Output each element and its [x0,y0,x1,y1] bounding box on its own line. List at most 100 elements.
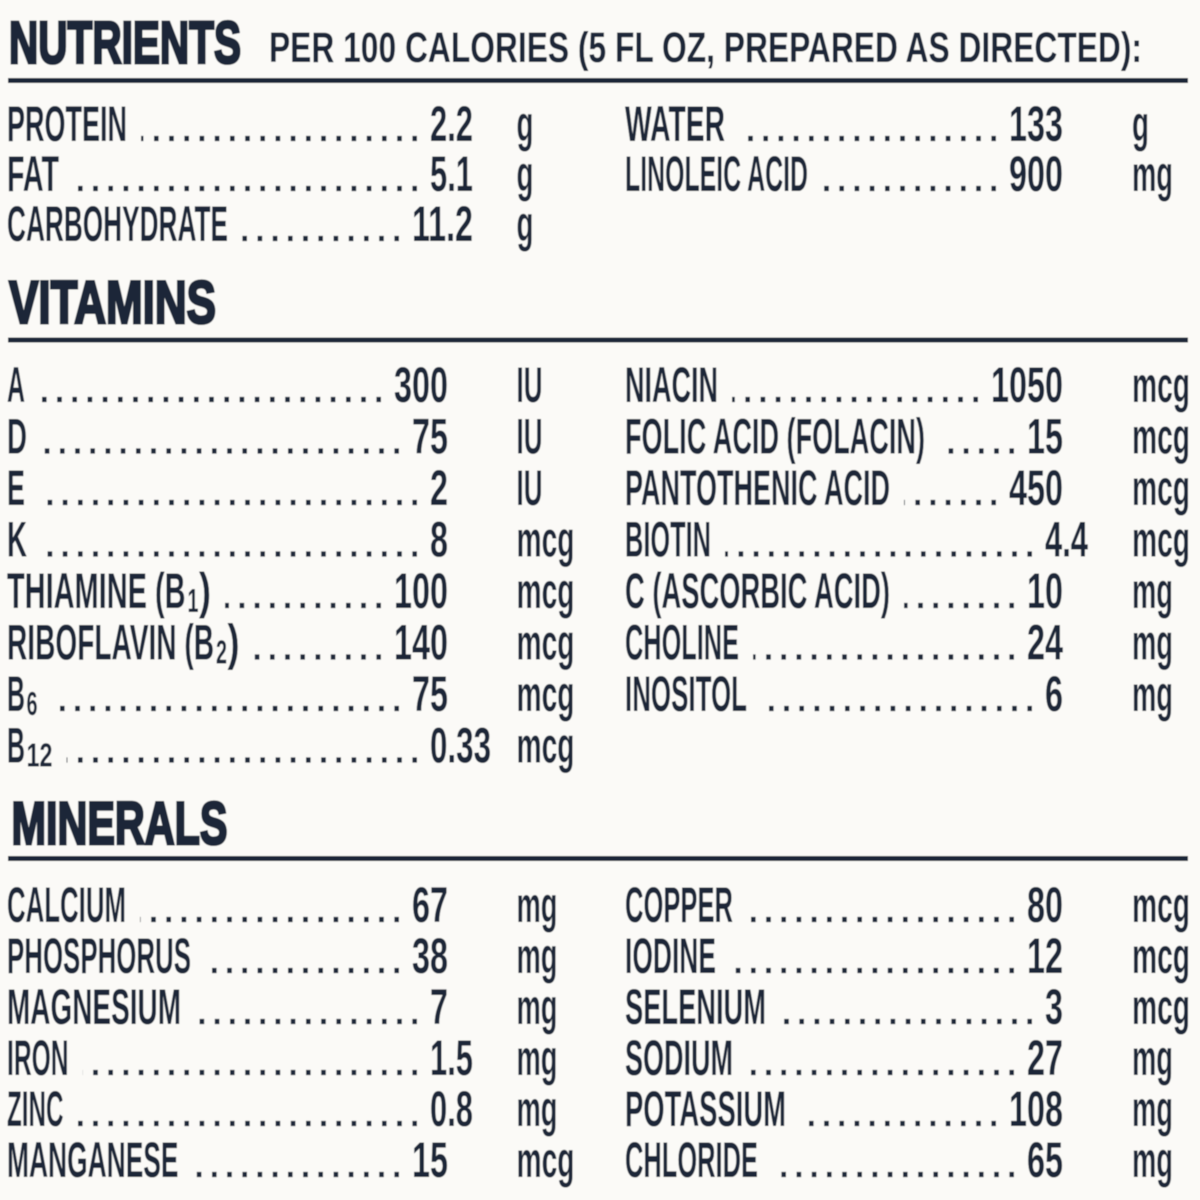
svg-text:IU: IU [517,357,543,413]
svg-text:mg: mg [517,979,558,1035]
svg-text:mg: mg [1132,1030,1173,1086]
svg-text:100: 100 [394,563,448,619]
svg-text:2: 2 [430,460,448,516]
svg-text:MANGANESE: MANGANESE [7,1132,179,1188]
svg-text:IU: IU [517,460,543,516]
svg-text:2.2: 2.2 [430,96,473,152]
svg-text:FAT: FAT [7,146,59,202]
svg-text:g: g [517,146,534,202]
svg-text:mcg: mcg [517,615,575,671]
svg-text:BIOTIN: BIOTIN [625,512,711,568]
svg-text:mg: mg [1132,146,1173,202]
svg-text:PER 100 CALORIES (5 FL OZ, PRE: PER 100 CALORIES (5 FL OZ, PREPARED AS D… [269,24,1142,72]
svg-text:mg: mg [1132,1081,1173,1137]
svg-text:0.8: 0.8 [430,1081,473,1137]
svg-text:NUTRIENTS: NUTRIENTS [9,10,241,76]
svg-text:80: 80 [1027,877,1063,933]
svg-text:PANTOTHENIC ACID: PANTOTHENIC ACID [625,460,890,516]
svg-text:SODIUM: SODIUM [625,1030,733,1086]
svg-text:1: 1 [188,582,199,619]
svg-text:CARBOHYDRATE: CARBOHYDRATE [7,196,228,252]
svg-text:7: 7 [430,979,448,1035]
svg-text:PROTEIN: PROTEIN [7,96,127,152]
svg-text:POTASSIUM: POTASSIUM [625,1081,786,1137]
svg-text:0.33: 0.33 [430,718,491,774]
svg-text:11.2: 11.2 [412,196,473,252]
svg-text:RIBOFLAVIN (B: RIBOFLAVIN (B [7,615,214,671]
svg-text:mg: mg [517,1030,558,1086]
svg-text:IU: IU [517,409,543,465]
svg-text:THIAMINE (B: THIAMINE (B [7,563,186,619]
svg-text:140: 140 [394,615,448,671]
svg-text:mg: mg [1132,615,1173,671]
svg-text:75: 75 [412,666,448,722]
svg-text:15: 15 [1027,409,1063,465]
svg-text:CHOLINE: CHOLINE [625,615,739,671]
svg-text:mg: mg [1132,1132,1173,1188]
svg-text:MAGNESIUM: MAGNESIUM [7,979,181,1035]
svg-text:6: 6 [1045,666,1063,722]
svg-text:2: 2 [216,634,227,671]
svg-text:12: 12 [1027,928,1063,984]
svg-text:12: 12 [27,737,53,774]
svg-text:): ) [228,615,240,671]
svg-text:INOSITOL: INOSITOL [625,666,747,722]
svg-text:B: B [7,666,25,722]
svg-text:mcg: mcg [1132,357,1190,413]
svg-text:15: 15 [412,1132,448,1188]
svg-text:ZINC: ZINC [7,1081,64,1137]
svg-text:SELENIUM: SELENIUM [625,979,766,1035]
svg-text:LINOLEIC ACID: LINOLEIC ACID [625,146,808,202]
svg-text:A: A [7,357,25,413]
svg-text:C (ASCORBIC ACID): C (ASCORBIC ACID) [625,563,890,619]
svg-text:g: g [517,96,534,152]
svg-text:MINERALS: MINERALS [12,790,228,857]
svg-text:IRON: IRON [7,1030,69,1086]
svg-text:mcg: mcg [517,666,575,722]
svg-text:mg: mg [517,1081,558,1137]
svg-text:WATER: WATER [625,96,725,152]
svg-text:300: 300 [394,357,448,413]
svg-text:mcg: mcg [517,563,575,619]
svg-text:g: g [517,196,534,252]
svg-text:mcg: mcg [517,1132,575,1188]
svg-text:1050: 1050 [991,357,1063,413]
svg-text:450: 450 [1009,460,1063,516]
svg-text:38: 38 [412,928,448,984]
svg-text:27: 27 [1027,1030,1063,1086]
svg-text:mg: mg [1132,563,1173,619]
svg-text:mcg: mcg [1132,512,1190,568]
svg-text:24: 24 [1027,615,1063,671]
svg-text:mcg: mcg [517,718,575,774]
svg-text:D: D [7,409,27,465]
svg-text:4.4: 4.4 [1045,512,1088,568]
svg-text:mcg: mcg [1132,877,1190,933]
svg-text:108: 108 [1009,1081,1063,1137]
svg-text:mg: mg [1132,666,1173,722]
svg-text:8: 8 [430,512,448,568]
svg-text:): ) [199,563,211,619]
svg-text:FOLIC ACID (FOLACIN): FOLIC ACID (FOLACIN) [625,409,925,465]
svg-text:mcg: mcg [1132,460,1190,516]
svg-text:6: 6 [27,685,38,722]
svg-text:VITAMINS: VITAMINS [9,269,216,336]
svg-text:900: 900 [1009,146,1063,202]
svg-text:mg: mg [517,877,558,933]
svg-text:1.5: 1.5 [430,1030,473,1086]
svg-text:mcg: mcg [1132,928,1190,984]
svg-text:IODINE: IODINE [625,928,716,984]
svg-text:5.1: 5.1 [430,146,473,202]
svg-text:mcg: mcg [1132,979,1190,1035]
svg-text:g: g [1132,96,1149,152]
svg-text:3: 3 [1045,979,1063,1035]
svg-text:E: E [7,460,25,516]
svg-text:65: 65 [1027,1132,1063,1188]
svg-text:COPPER: COPPER [625,877,733,933]
svg-text:75: 75 [412,409,448,465]
svg-text:PHOSPHORUS: PHOSPHORUS [7,928,191,984]
svg-text:mcg: mcg [1132,409,1190,465]
svg-text:67: 67 [412,877,448,933]
svg-text:133: 133 [1009,96,1063,152]
svg-text:NIACIN: NIACIN [625,357,718,413]
svg-text:mg: mg [517,928,558,984]
